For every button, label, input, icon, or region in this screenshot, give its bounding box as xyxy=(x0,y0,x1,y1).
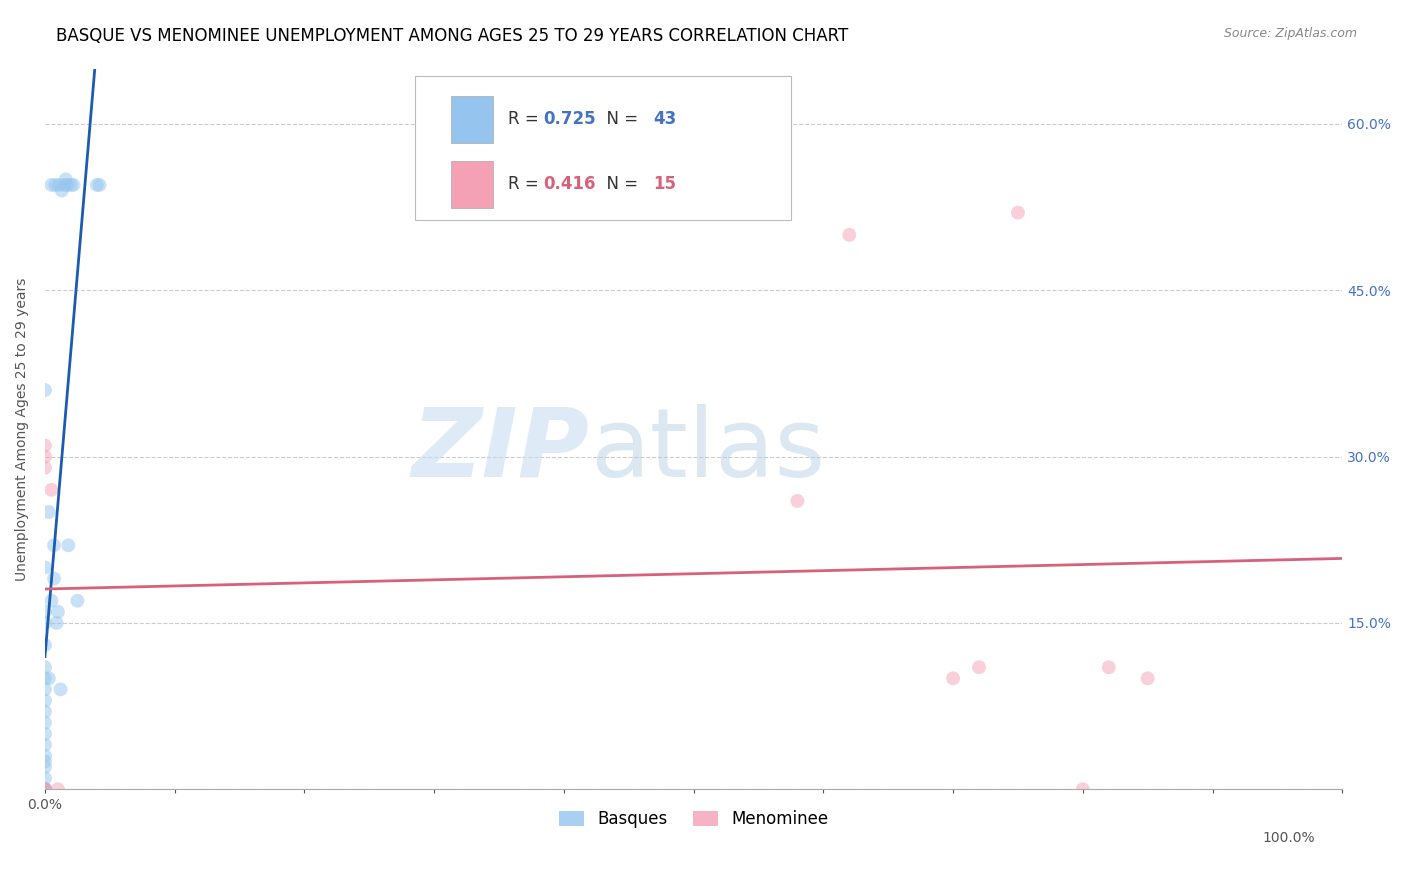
Point xyxy=(34,760,56,774)
Point xyxy=(34,771,56,785)
FancyBboxPatch shape xyxy=(415,76,792,219)
Point xyxy=(38,671,60,685)
Point xyxy=(34,755,56,769)
Point xyxy=(42,572,65,586)
Point xyxy=(41,483,63,497)
Point xyxy=(34,782,56,797)
Point xyxy=(49,682,72,697)
Point xyxy=(56,178,79,192)
Point xyxy=(48,178,70,192)
Text: N =: N = xyxy=(596,111,644,128)
Text: Source: ZipAtlas.com: Source: ZipAtlas.com xyxy=(1223,27,1357,40)
Point xyxy=(786,494,808,508)
Point xyxy=(34,748,56,763)
Text: BASQUE VS MENOMINEE UNEMPLOYMENT AMONG AGES 25 TO 29 YEARS CORRELATION CHART: BASQUE VS MENOMINEE UNEMPLOYMENT AMONG A… xyxy=(56,27,848,45)
Y-axis label: Unemployment Among Ages 25 to 29 years: Unemployment Among Ages 25 to 29 years xyxy=(15,277,30,581)
Point xyxy=(34,615,56,630)
Point xyxy=(42,538,65,552)
Point xyxy=(34,693,56,707)
Text: 0.725: 0.725 xyxy=(543,111,596,128)
Point xyxy=(34,782,56,797)
Point xyxy=(34,715,56,730)
Legend: Basques, Menominee: Basques, Menominee xyxy=(553,804,835,835)
Point xyxy=(55,172,77,186)
Text: N =: N = xyxy=(596,175,644,194)
Point xyxy=(1098,660,1121,674)
FancyBboxPatch shape xyxy=(451,161,492,208)
Text: atlas: atlas xyxy=(591,404,825,497)
Point xyxy=(89,178,111,192)
Point xyxy=(46,605,69,619)
Point xyxy=(34,727,56,741)
Point xyxy=(38,505,60,519)
Text: R =: R = xyxy=(508,111,544,128)
Point xyxy=(45,615,67,630)
Point xyxy=(51,184,73,198)
Point xyxy=(34,460,56,475)
Point xyxy=(34,660,56,674)
Point xyxy=(53,178,76,192)
Point xyxy=(46,782,69,797)
Point xyxy=(1071,782,1094,797)
Point xyxy=(34,605,56,619)
Point xyxy=(1136,671,1159,685)
Point xyxy=(34,782,56,797)
Point xyxy=(86,178,108,192)
Point xyxy=(59,178,82,192)
Point xyxy=(58,538,80,552)
Point xyxy=(967,660,990,674)
Point xyxy=(34,782,56,797)
Point xyxy=(34,450,56,464)
Point xyxy=(34,438,56,452)
Point xyxy=(1007,205,1029,219)
Point xyxy=(34,782,56,797)
Point xyxy=(34,682,56,697)
Point xyxy=(66,593,89,607)
Point xyxy=(62,178,84,192)
Point xyxy=(34,738,56,752)
FancyBboxPatch shape xyxy=(451,95,492,143)
Text: ZIP: ZIP xyxy=(412,404,591,497)
Text: 100.0%: 100.0% xyxy=(1263,831,1315,846)
Text: 0.416: 0.416 xyxy=(543,175,596,194)
Text: 43: 43 xyxy=(654,111,676,128)
Point xyxy=(44,178,66,192)
Point xyxy=(942,671,965,685)
Text: 15: 15 xyxy=(654,175,676,194)
Point xyxy=(34,705,56,719)
Point xyxy=(34,782,56,797)
Text: R =: R = xyxy=(508,175,544,194)
Point xyxy=(41,593,63,607)
Point xyxy=(34,782,56,797)
Point xyxy=(838,227,860,242)
Point xyxy=(34,671,56,685)
Point xyxy=(34,638,56,652)
Point xyxy=(34,383,56,397)
Point xyxy=(34,560,56,574)
Point xyxy=(41,178,63,192)
